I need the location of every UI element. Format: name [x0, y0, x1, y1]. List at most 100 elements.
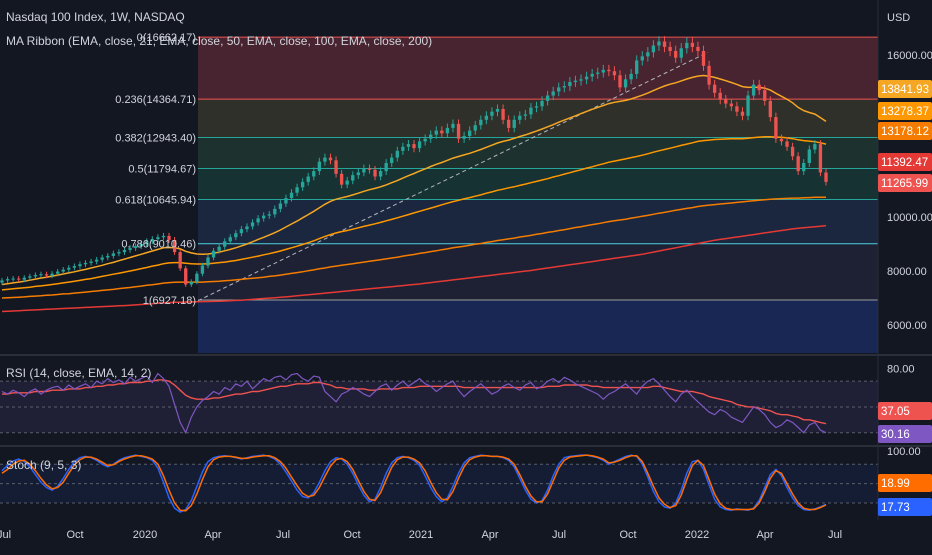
rsi-line	[1, 372, 827, 435]
candle	[11, 276, 15, 282]
price-tag-text: 13178.12	[881, 126, 929, 138]
price-tag-box	[878, 474, 932, 492]
candle	[718, 88, 722, 105]
candle-body	[356, 172, 360, 176]
candle-body	[785, 141, 789, 147]
candle	[518, 111, 522, 125]
candle	[351, 171, 355, 185]
candle-body	[345, 180, 349, 185]
candle-body	[256, 218, 260, 223]
fib-level-label: 0.5(11794.67)	[128, 164, 196, 176]
candle	[674, 45, 678, 63]
chart-title: Nasdaq 100 Index, 1W, NASDAQ	[6, 10, 185, 24]
candle	[696, 41, 700, 57]
candle	[256, 215, 260, 226]
candle-body	[172, 239, 177, 253]
price-tag-box	[878, 153, 932, 171]
rsi-legend: RSI (14, close, EMA, 14, 2)	[6, 366, 151, 380]
candle-body	[200, 265, 205, 274]
time-axis-tick: Oct	[343, 529, 360, 541]
candle	[512, 115, 516, 133]
candle	[61, 267, 65, 275]
candle-body	[17, 278, 21, 280]
time-axis-tick: Jul	[828, 529, 842, 541]
candle-body	[33, 275, 38, 277]
candle	[729, 98, 734, 111]
candle	[579, 74, 583, 86]
candle-body	[618, 75, 622, 88]
candle-body	[351, 175, 355, 181]
candle-body	[339, 173, 344, 185]
candle-body	[818, 144, 823, 173]
candle-body	[390, 157, 394, 163]
candle-body	[189, 281, 193, 285]
candle-body	[824, 172, 828, 182]
candle	[172, 236, 177, 255]
candle-body	[234, 233, 238, 238]
candle	[757, 79, 761, 95]
candle-body	[145, 241, 149, 244]
candle-body	[100, 257, 104, 260]
rsi-axis-tick: 80.00	[887, 363, 915, 375]
candle-body	[156, 237, 160, 240]
candle	[662, 36, 667, 53]
candle-body	[607, 69, 611, 72]
candle	[267, 211, 271, 219]
candle	[768, 96, 772, 122]
candle	[623, 74, 628, 93]
candle-body	[284, 198, 288, 204]
candle-body	[161, 235, 166, 238]
candle	[150, 236, 154, 245]
candle	[128, 245, 132, 253]
candle	[573, 75, 578, 87]
candle-body	[501, 109, 505, 120]
candle	[139, 241, 143, 250]
candle	[228, 234, 232, 245]
candle	[284, 194, 288, 207]
candle	[117, 249, 121, 257]
candle	[245, 223, 249, 233]
time-axis-tick: Apr	[481, 529, 498, 541]
candle	[473, 120, 477, 135]
candle-body	[590, 73, 594, 77]
candle	[300, 178, 305, 191]
candle-body	[61, 269, 65, 272]
candle-body	[518, 115, 522, 120]
price-tag-box	[878, 102, 932, 120]
candle-body	[768, 100, 772, 118]
time-axis-tick: Apr	[204, 529, 221, 541]
candle-body	[89, 261, 93, 263]
stoch-axis-tick: 100.00	[887, 446, 921, 458]
time-axis-tick: 2021	[409, 529, 433, 541]
price-tag-text: 11392.47	[881, 157, 928, 169]
candle	[161, 232, 166, 241]
candle	[334, 156, 338, 178]
candle	[724, 94, 728, 109]
candle-body	[735, 106, 739, 112]
candle	[312, 167, 316, 181]
candle	[629, 68, 633, 85]
candle-body	[746, 95, 750, 116]
candle-body	[22, 277, 26, 280]
candle	[83, 260, 88, 267]
candle	[685, 37, 689, 54]
candle-body	[67, 267, 71, 270]
candle-body	[111, 253, 116, 256]
candle-body	[239, 229, 244, 234]
candle	[774, 112, 778, 143]
candle	[133, 243, 138, 251]
candle	[33, 272, 38, 279]
time-axis-tick: Oct	[66, 529, 83, 541]
time-axis-tick: Oct	[619, 529, 636, 541]
candle-body	[312, 171, 316, 177]
time-axis-tick: Jul	[276, 529, 290, 541]
candle	[456, 119, 461, 143]
candle	[167, 232, 171, 243]
candle-body	[584, 76, 589, 80]
currency-label: USD	[887, 12, 910, 24]
candle	[506, 115, 511, 133]
candle-body	[662, 41, 667, 47]
candle-body	[629, 73, 633, 80]
